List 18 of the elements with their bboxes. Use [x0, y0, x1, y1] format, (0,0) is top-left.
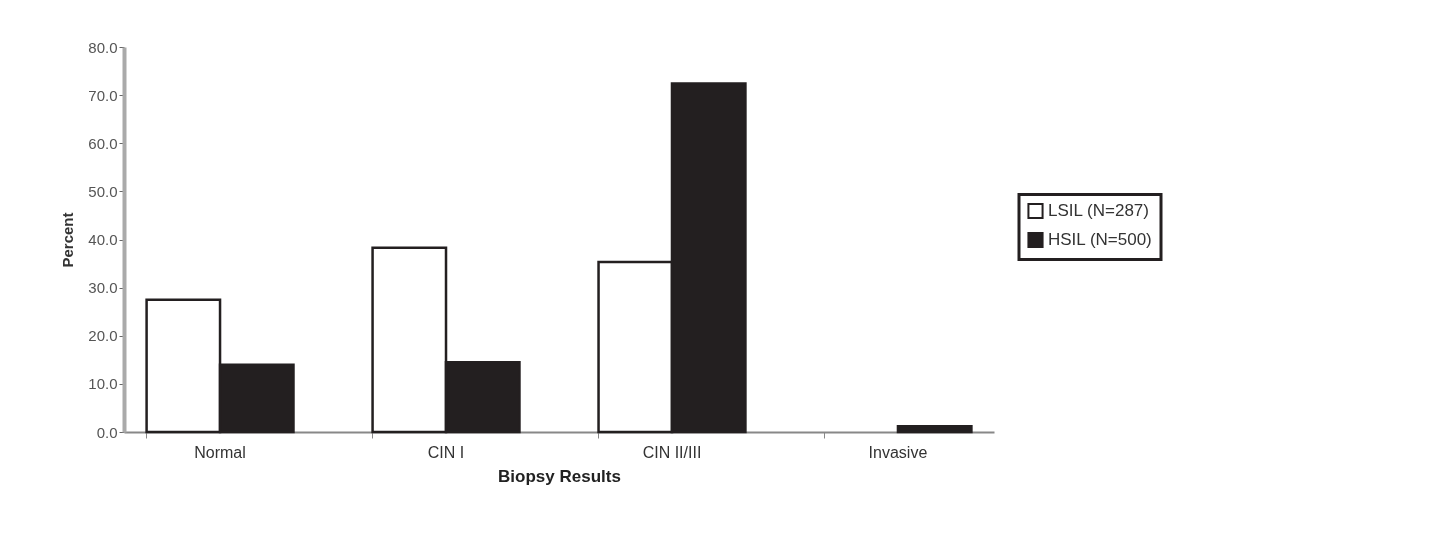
y-tick-label: 60.0	[88, 134, 118, 152]
y-tick-label: 10.0	[88, 375, 118, 393]
y-tick-label: 20.0	[88, 327, 118, 345]
legend-label: LSIL (N=287)	[1048, 201, 1149, 220]
x-axis-title: Biopsy Results	[498, 466, 621, 486]
y-tick-label: 40.0	[88, 231, 118, 248]
x-tick-label: Invasive	[868, 443, 928, 461]
bar	[896, 424, 973, 434]
legend-label: HSIL (N=500)	[1048, 230, 1152, 249]
y-tick-label: 80.0	[88, 38, 118, 56]
x-tick-label: CIN I	[427, 443, 465, 461]
y-tick-label: 70.0	[88, 86, 118, 104]
y-tick-label: 50.0	[88, 182, 118, 200]
x-tick-label: Normal	[194, 443, 246, 461]
y-tick-label: 30.0	[88, 279, 118, 297]
x-tick-label: CIN II/III	[642, 443, 702, 461]
y-axis-title: Percent	[59, 212, 77, 268]
y-tick-label: 0.0	[96, 423, 118, 441]
